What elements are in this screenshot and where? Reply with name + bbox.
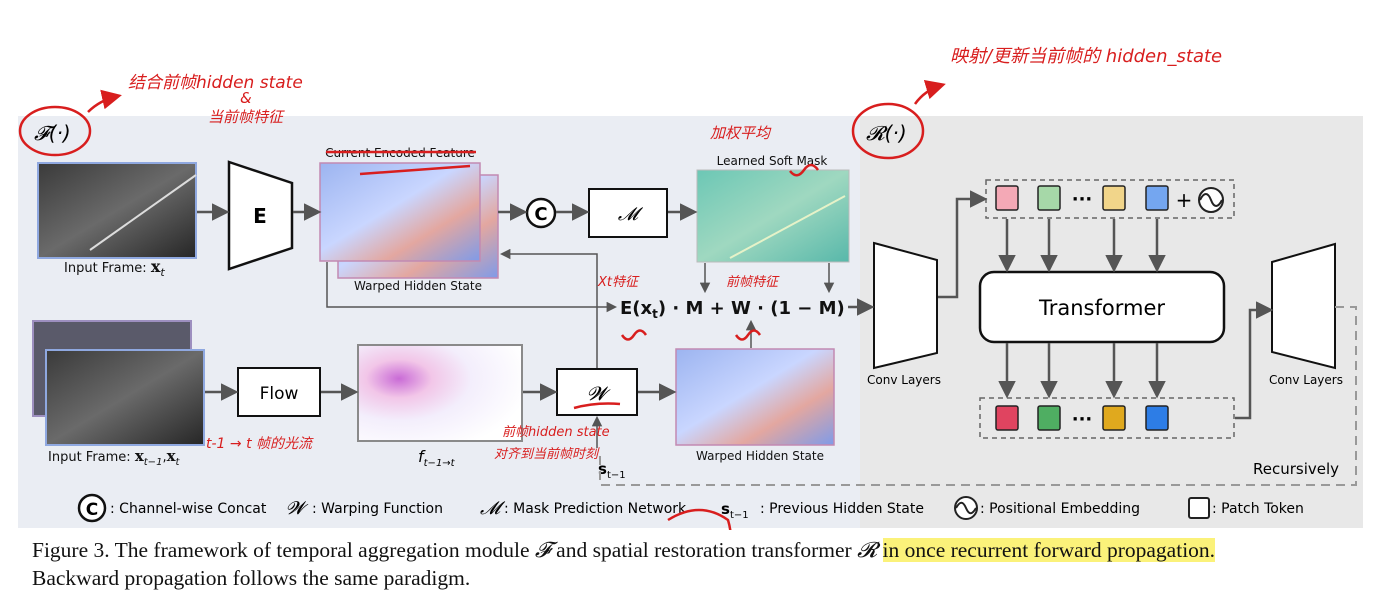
caption-line2: Backward propagation follows the same pa…: [32, 566, 471, 590]
annotation-7: 前帧hidden state: [502, 425, 610, 440]
annotation-8: 对齐到当前帧时刻: [494, 447, 600, 462]
recursively-label: Recursively: [1253, 460, 1339, 478]
token-yellow: [1102, 185, 1126, 211]
legend-sine-icon: [955, 501, 977, 515]
soft-mask-image: [696, 169, 850, 263]
token-gold: [1102, 405, 1126, 431]
caption-r-symbol: 𝓡: [857, 538, 878, 562]
legend-pos-text: : Positional Embedding: [980, 501, 1140, 517]
conv-layers-left: [873, 241, 938, 370]
framework-diagram: Input Frame: xt E Current Encoded Featur…: [18, 46, 1363, 581]
current-feature-image: [319, 162, 481, 262]
token-red: [995, 405, 1019, 431]
flow-label: Flow: [260, 384, 299, 404]
legend-warp-symbol: 𝓦: [286, 498, 309, 519]
optical-flow-image: [357, 344, 523, 442]
handwritten-notes: 结合前帧hidden state & 当前帧特征 映射/更新当前帧的 hidde…: [128, 46, 1222, 462]
caption-f-symbol: 𝓕: [534, 538, 551, 562]
annotation-3: 加权平均: [710, 124, 772, 142]
token-ellipsis-bottom: ···: [1072, 409, 1093, 430]
legend-concat-text: : Channel-wise Concat: [110, 501, 267, 517]
caption-part3: [877, 538, 882, 562]
soft-mask-streak: [729, 195, 846, 259]
token-dark-blue: [1145, 405, 1169, 431]
recursive-loop: [599, 306, 1357, 486]
conv-layers-right: [1271, 242, 1336, 370]
caption-part1: Figure 3. The framework of temporal aggr…: [32, 538, 535, 562]
annotation-2: 映射/更新当前帧的 hidden_state: [950, 46, 1222, 67]
token-dark-green: [1037, 405, 1061, 431]
caption-highlight: in once recurrent forward propagation.: [882, 538, 1216, 562]
arrows: [197, 190, 1274, 448]
temporal-module-symbol: 𝓕(·): [34, 121, 71, 145]
caption-part2: and spatial restoration transformer: [550, 538, 858, 562]
encoder-label: E: [253, 204, 267, 228]
legend-concat-icon: [77, 493, 107, 523]
input-frame-t-image: [37, 162, 197, 259]
legend-mask-symbol: 𝓜: [480, 498, 506, 519]
transformer-label: Transformer: [1038, 296, 1165, 320]
legend-mask-text: : Mask Prediction Network: [504, 501, 687, 517]
conv-layers-right-label: Conv Layers: [1269, 373, 1343, 387]
prev-state-label: st−1: [598, 460, 626, 481]
flow-block: [237, 367, 321, 417]
annotation-4: Xt特征: [597, 275, 640, 290]
warped-hidden-state-bottom-label: Warped Hidden State: [696, 449, 824, 463]
token-blue: [1145, 185, 1169, 211]
annotation-1c: 当前帧特征: [208, 108, 285, 126]
annotation-1b: &: [240, 89, 252, 107]
token-pink: [995, 185, 1019, 211]
spatial-module-symbol: 𝓡(·): [866, 121, 907, 145]
input-frame-t1-label: Input Frame: xt−1,xt: [48, 447, 181, 468]
figure-caption: Figure 3. The framework of temporal aggr…: [32, 536, 1372, 592]
legend-warp-text: : Warping Function: [312, 501, 443, 517]
learned-soft-mask-label: Learned Soft Mask: [717, 154, 828, 168]
annotation-5: 前帧特征: [726, 275, 780, 290]
token-ellipsis-top: ···: [1072, 189, 1093, 210]
warped-hidden-state-top-label: Warped Hidden State: [354, 279, 482, 293]
warped-hidden-state-image: [675, 348, 835, 446]
legend-state-text: : Previous Hidden State: [760, 501, 924, 517]
sine-wave-icon: [1199, 193, 1223, 207]
concat-symbol: C: [534, 204, 547, 225]
annotation-6: t-1 → t 帧的光流: [206, 436, 314, 452]
legend-patch-text: : Patch Token: [1212, 501, 1304, 517]
mask-network-label: 𝓜: [618, 204, 644, 225]
annotation-1: 结合前帧hidden state: [128, 73, 303, 93]
warp-label: 𝓦: [587, 383, 611, 405]
transformer-block: [978, 270, 1226, 344]
legend-state-symbol: st−1: [721, 500, 749, 521]
flow-field-label: ft−1→t: [418, 447, 456, 469]
encoder-block: [227, 160, 294, 271]
conv-layers-left-label: Conv Layers: [867, 373, 941, 387]
input-frame-t-label: Input Frame: xt: [64, 257, 165, 279]
plus-sign: +: [1176, 188, 1193, 212]
legend: C : Channel-wise Concat 𝓦 : Warping Func…: [77, 493, 1304, 523]
fusion-formula: E(xt) · M + W · (1 − M): [620, 298, 845, 321]
token-green: [1037, 185, 1061, 211]
legend-concat-symbol: C: [86, 500, 98, 520]
legend-patch-icon: [1188, 497, 1210, 519]
input-frame-streak: [89, 174, 197, 251]
input-frame-t1-image: [45, 349, 205, 446]
